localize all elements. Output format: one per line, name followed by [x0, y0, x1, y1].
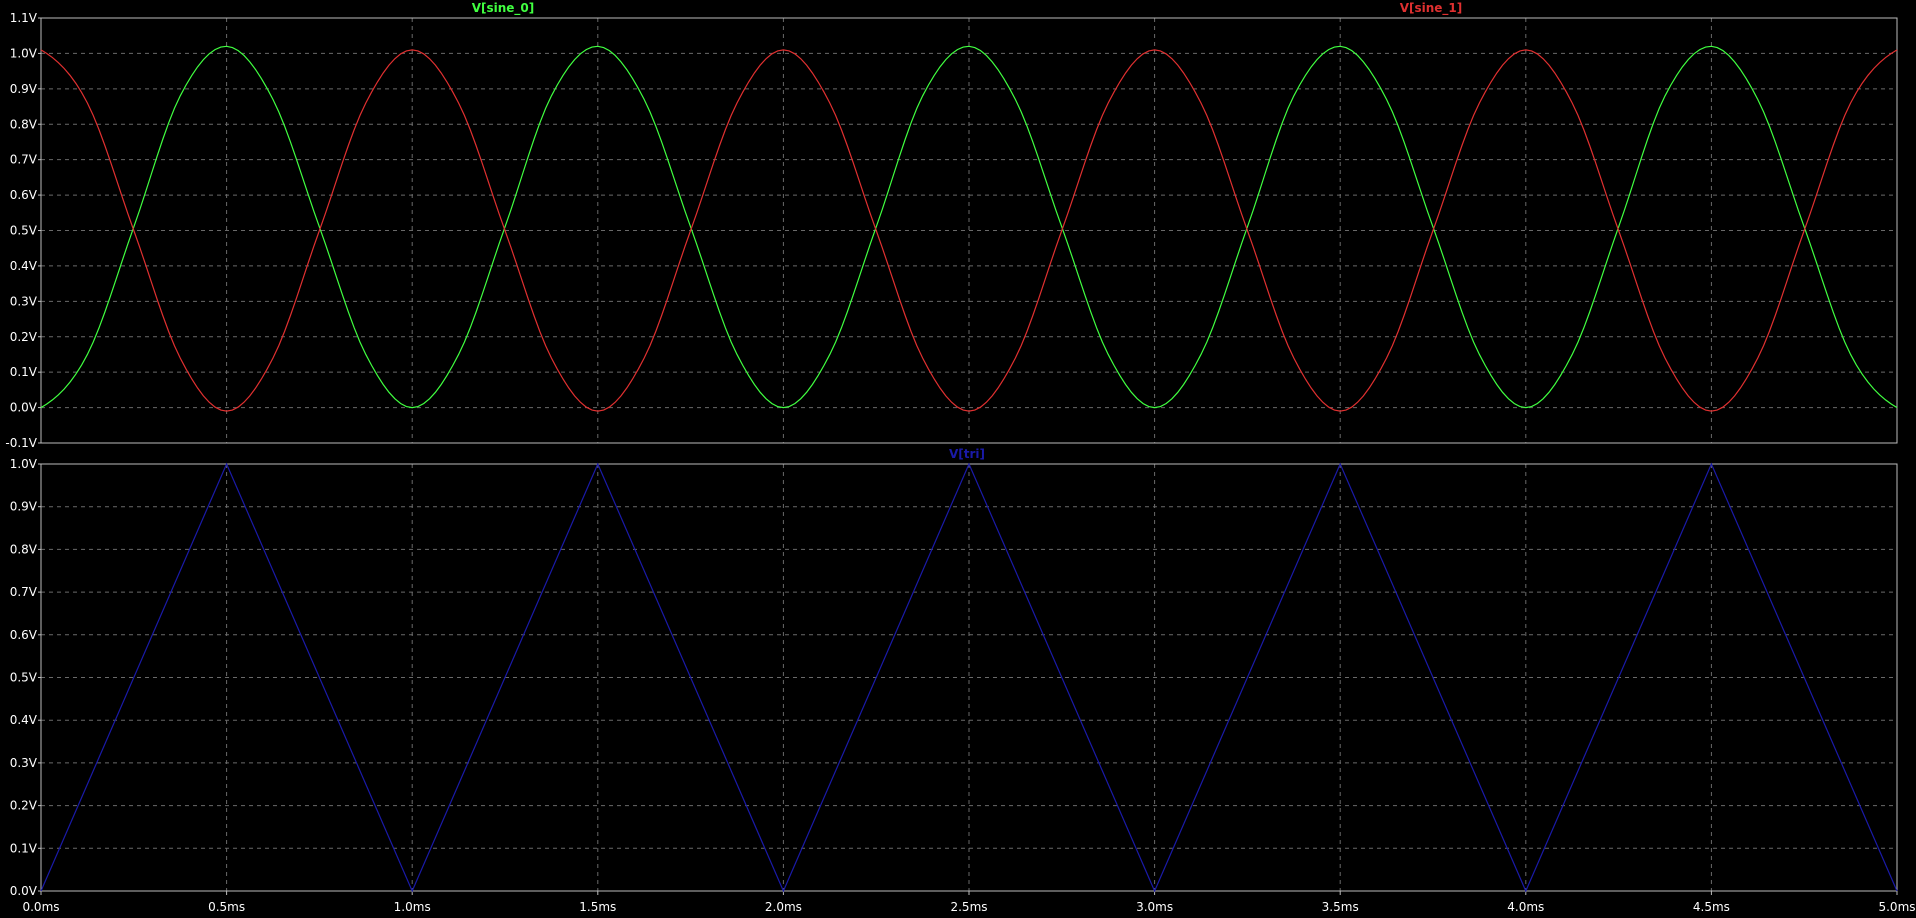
y-tick-label: 0.7V [10, 153, 38, 167]
y-tick-label: 0.4V [10, 259, 38, 273]
legend-label[interactable]: V[sine_0] [472, 1, 535, 16]
y-tick-label: 0.0V [10, 401, 38, 415]
x-tick-label: 4.5ms [1693, 900, 1730, 914]
y-tick-label: 1.0V [10, 457, 38, 471]
y-tick-label: 0.5V [10, 671, 38, 685]
x-tick-label: 1.5ms [579, 900, 616, 914]
x-tick-label: 3.5ms [1322, 900, 1359, 914]
y-tick-label: 0.7V [10, 585, 38, 599]
x-tick-label: 3.0ms [1136, 900, 1173, 914]
y-tick-label: 0.5V [10, 224, 38, 238]
x-tick-label: 5.0ms [1878, 900, 1915, 914]
x-tick-label: 1.0ms [394, 900, 431, 914]
trace-v-sine-0-[interactable] [40, 45, 1898, 409]
y-tick-label: 1.1V [10, 11, 38, 25]
y-tick-label: 1.0V [10, 46, 38, 60]
y-tick-label: 0.6V [10, 628, 38, 642]
x-tick-label: 2.5ms [950, 900, 987, 914]
x-tick-label: 0.0ms [22, 900, 59, 914]
y-tick-label: -0.1V [5, 436, 37, 450]
top-plot-pane[interactable]: 1.1V 1.0V 0.9V 0.8V 0.7V 0.6V 0.5V 0.4V 0.3V 0.2V… [5, 1, 1898, 450]
trace-v-sine-1-[interactable] [40, 49, 1898, 412]
y-tick-label: 0.9V [10, 500, 38, 514]
y-tick-label: 0.2V [10, 330, 38, 344]
legend-label[interactable]: V[tri] [949, 447, 985, 461]
y-tick-label: 0.8V [10, 117, 38, 131]
legend-label[interactable]: V[sine_1] [1400, 1, 1463, 16]
y-tick-label: 0.2V [10, 799, 38, 813]
y-tick-label: 0.4V [10, 713, 38, 727]
bottom-plot-pane[interactable]: 1.0V 0.9V 0.8V 0.7V 0.6V 0.5V 0.4V 0.3V 0.2V 0.1V… [10, 447, 1916, 914]
x-tick-label: 4.0ms [1507, 900, 1544, 914]
y-tick-label: 0.8V [10, 542, 38, 556]
x-tick-label: 0.5ms [208, 900, 245, 914]
y-tick-label: 0.9V [10, 82, 38, 96]
x-tick-label: 2.0ms [765, 900, 802, 914]
y-tick-label: 0.1V [10, 365, 38, 379]
y-tick-label: 0.0V [10, 884, 38, 898]
trace-v-tri-[interactable] [40, 462, 1898, 893]
y-tick-label: 0.1V [10, 841, 38, 855]
y-tick-label: 0.6V [10, 188, 38, 202]
y-tick-label: 0.3V [10, 756, 38, 770]
y-tick-label: 0.3V [10, 294, 38, 308]
